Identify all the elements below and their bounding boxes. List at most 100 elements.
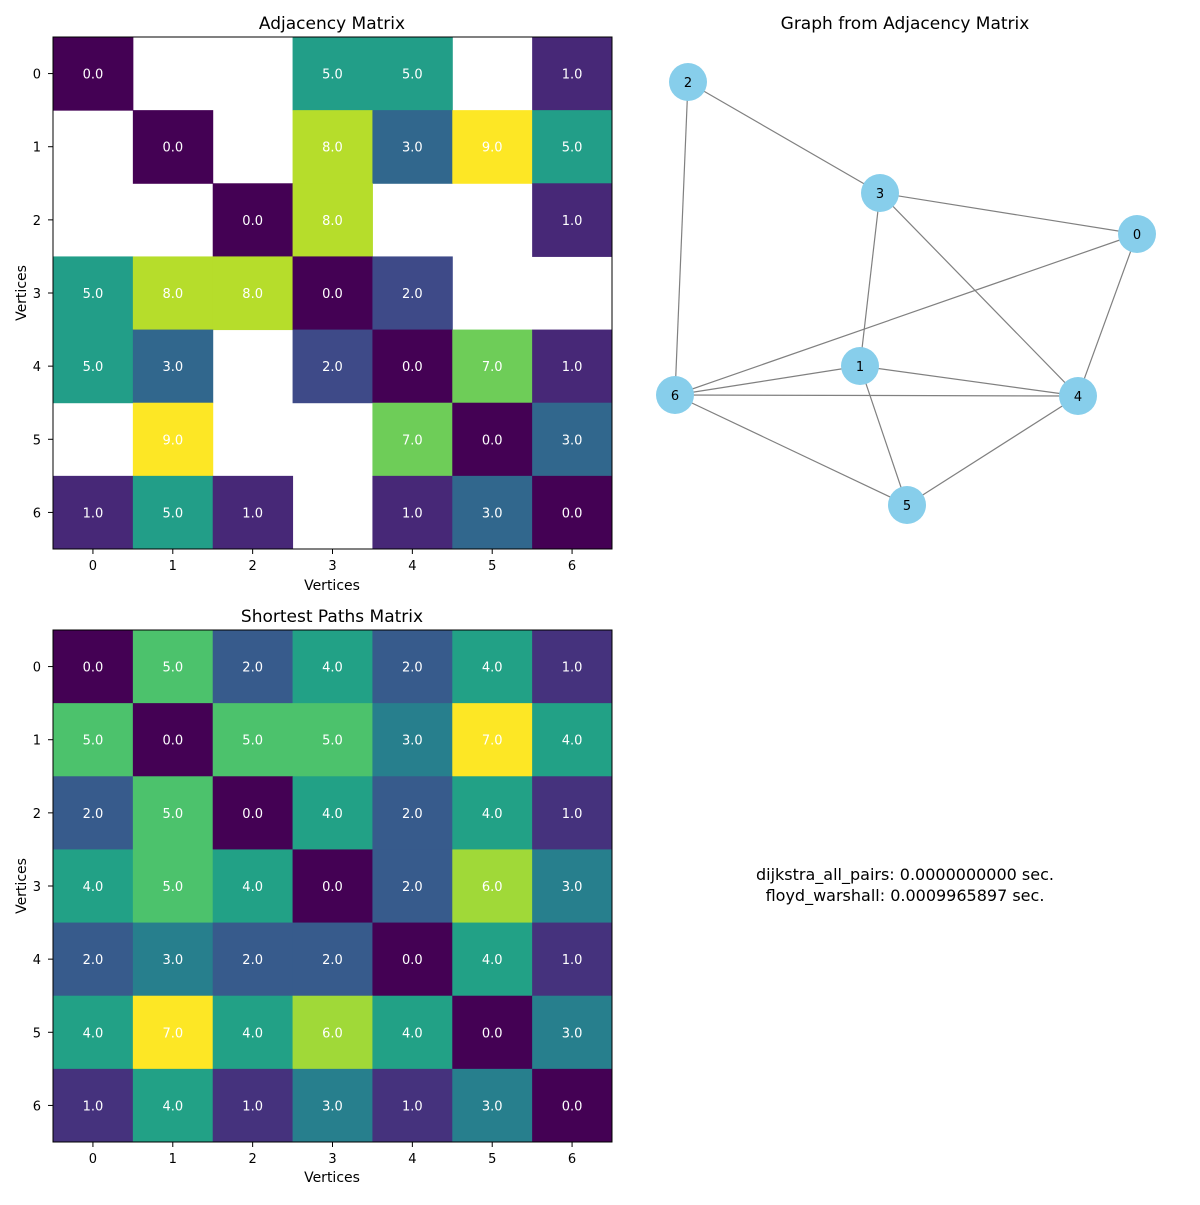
graph-node-4 (1059, 377, 1097, 415)
adjacency-matrix-ylabel: Vertices (14, 265, 30, 321)
shortest-paths-cell-label-4-4: 0.0 (402, 953, 423, 968)
adjacency-cell-3-2 (212, 256, 294, 331)
shortest-paths-xtick-0: 0 (89, 1152, 97, 1167)
shortest-paths-cell-label-3-0: 4.0 (83, 880, 104, 895)
graph-node-6 (656, 376, 694, 414)
graph-node-1 (841, 347, 879, 385)
shortest-paths-ytick-1: 1 (33, 734, 41, 749)
graph-panel: Graph from Adjacency Matrix 0 1 2 3 4 5 6 (656, 14, 1156, 524)
shortest-paths-cell-label-0-6: 1.0 (562, 661, 583, 676)
shortest-paths-cell-label-3-6: 3.0 (562, 880, 583, 895)
shortest-paths-xtick-3: 3 (328, 1152, 336, 1167)
adjacency-cell-label-6-0: 1.0 (83, 506, 104, 521)
timing-floyd-warshall: floyd_warshall: 0.0009965897 sec. (766, 886, 1045, 906)
shortest-paths-cell-label-0-0: 0.0 (83, 661, 104, 676)
shortest-paths-cell-label-1-4: 3.0 (402, 734, 423, 749)
adjacency-xtick-4: 4 (408, 559, 416, 574)
shortest-paths-cell-3-3 (292, 849, 373, 924)
graph-node-label-3: 3 (876, 187, 884, 202)
adjacency-cell-label-2-3: 8.0 (322, 214, 343, 229)
shortest-paths-cell-0-6 (532, 630, 613, 704)
shortest-paths-cell-5-4 (372, 995, 453, 1070)
timing-panel: dijkstra_all_pairs: 0.0000000000 sec. fl… (756, 865, 1054, 906)
adjacency-matrix-cells: 0.0 5.0 5.0 1.0 0.0 8.0 3.0 9.0 5.0 0.0 8.0 1.0 5.0 8… (53, 37, 613, 550)
adjacency-cell-1-5 (452, 110, 533, 184)
adjacency-cell-6-6 (532, 475, 613, 550)
graph-node-3 (861, 174, 899, 212)
shortest-paths-ytick-0: 0 (33, 661, 41, 676)
adjacency-cell-label-4-5: 7.0 (482, 360, 503, 375)
shortest-paths-cell-1-3 (292, 703, 373, 777)
adjacency-cell-label-4-6: 1.0 (562, 360, 583, 375)
adjacency-cell-label-6-6: 0.0 (562, 506, 583, 521)
shortest-paths-cell-label-0-1: 5.0 (162, 661, 183, 676)
shortest-paths-cell-label-4-6: 1.0 (562, 953, 583, 968)
adjacency-cell-label-4-4: 0.0 (402, 360, 423, 375)
adjacency-ytick-0: 0 (33, 68, 41, 83)
adjacency-cell-0-6 (532, 37, 613, 111)
shortest-paths-cell-label-5-5: 0.0 (482, 1026, 503, 1041)
shortest-paths-xtick-2: 2 (249, 1152, 257, 1167)
shortest-paths-cell-label-6-6: 0.0 (562, 1099, 583, 1114)
shortest-paths-cell-4-1 (132, 922, 214, 997)
adjacency-cell-label-6-2: 1.0 (242, 506, 263, 521)
shortest-paths-cell-label-2-2: 0.0 (242, 807, 263, 822)
adjacency-cell-2-6 (532, 183, 613, 257)
graph-node-label-5: 5 (903, 499, 911, 514)
graph-node-5 (888, 486, 926, 524)
adjacency-cell-label-0-4: 5.0 (402, 68, 423, 83)
adjacency-cell-4-6 (532, 329, 613, 404)
shortest-paths-cell-label-2-1: 5.0 (162, 807, 183, 822)
graph-title: Graph from Adjacency Matrix (781, 14, 1030, 34)
graph-edge-2-3 (687, 81, 881, 194)
shortest-paths-ytick-5: 5 (33, 1026, 41, 1041)
graph-edges (674, 81, 1138, 506)
shortest-paths-cell-label-6-2: 1.0 (242, 1099, 263, 1114)
shortest-paths-cell-3-2 (212, 849, 294, 924)
adjacency-cell-6-2 (212, 475, 294, 550)
shortest-paths-cell-label-3-1: 5.0 (162, 880, 183, 895)
adjacency-cell-5-5 (452, 402, 533, 477)
shortest-paths-cell-label-0-3: 4.0 (322, 661, 343, 676)
shortest-paths-cell-4-0 (53, 922, 134, 997)
adjacency-cell-label-4-0: 5.0 (83, 360, 104, 375)
adjacency-cell-label-1-5: 9.0 (482, 141, 503, 156)
shortest-paths-cell-5-2 (212, 995, 294, 1070)
graph-edge-0-6 (674, 233, 1138, 396)
shortest-paths-cell-0-0 (53, 630, 134, 704)
shortest-paths-cell-5-1 (132, 995, 214, 1070)
adjacency-ytick-2: 2 (33, 214, 41, 229)
shortest-paths-cell-label-4-3: 2.0 (322, 953, 343, 968)
adjacency-ytick-1: 1 (33, 141, 41, 156)
adjacency-xtick-5: 5 (488, 559, 496, 574)
shortest-paths-cell-5-3 (292, 995, 373, 1070)
shortest-paths-cells: 0.0 5.0 2.0 4.0 2.0 4.0 1.0 5.0 0.0 5.0 5.0 3.0 7.0 4… (53, 630, 613, 1143)
adjacency-ytick-5: 5 (33, 433, 41, 448)
shortest-paths-cell-0-4 (372, 630, 453, 704)
adjacency-xtick-6: 6 (568, 559, 576, 574)
adjacency-cell-5-4 (372, 402, 453, 477)
graph-edge-5-6 (674, 394, 908, 506)
adjacency-cell-4-5 (452, 329, 533, 404)
shortest-paths-cell-2-0 (53, 776, 134, 850)
shortest-paths-cell-2-4 (372, 776, 453, 850)
graph-node-2 (669, 63, 707, 101)
graph-node-label-4: 4 (1074, 390, 1082, 405)
graph-node-label-0: 0 (1133, 228, 1141, 243)
graph-edge-0-3 (879, 192, 1138, 235)
adjacency-cell-label-6-1: 5.0 (162, 506, 183, 521)
shortest-paths-cell-label-1-6: 4.0 (562, 734, 583, 749)
shortest-paths-cell-label-5-2: 4.0 (242, 1026, 263, 1041)
shortest-paths-ytick-6: 6 (33, 1099, 41, 1114)
adjacency-matrix-panel: Adjacency Matrix 0.0 5.0 5.0 1.0 0.0 8.0 3.0 9.… (14, 14, 613, 594)
adjacency-cell-label-3-2: 8.0 (242, 287, 263, 302)
adjacency-cell-4-4 (372, 329, 453, 404)
shortest-paths-cell-6-4 (372, 1068, 453, 1143)
shortest-paths-cell-label-2-0: 2.0 (83, 807, 104, 822)
adjacency-matrix-xlabel: Vertices (304, 578, 360, 594)
graph-node-label-2: 2 (684, 76, 692, 91)
shortest-paths-cell-0-3 (292, 630, 373, 704)
shortest-paths-cell-label-2-5: 4.0 (482, 807, 503, 822)
shortest-paths-cell-label-5-6: 3.0 (562, 1026, 583, 1041)
